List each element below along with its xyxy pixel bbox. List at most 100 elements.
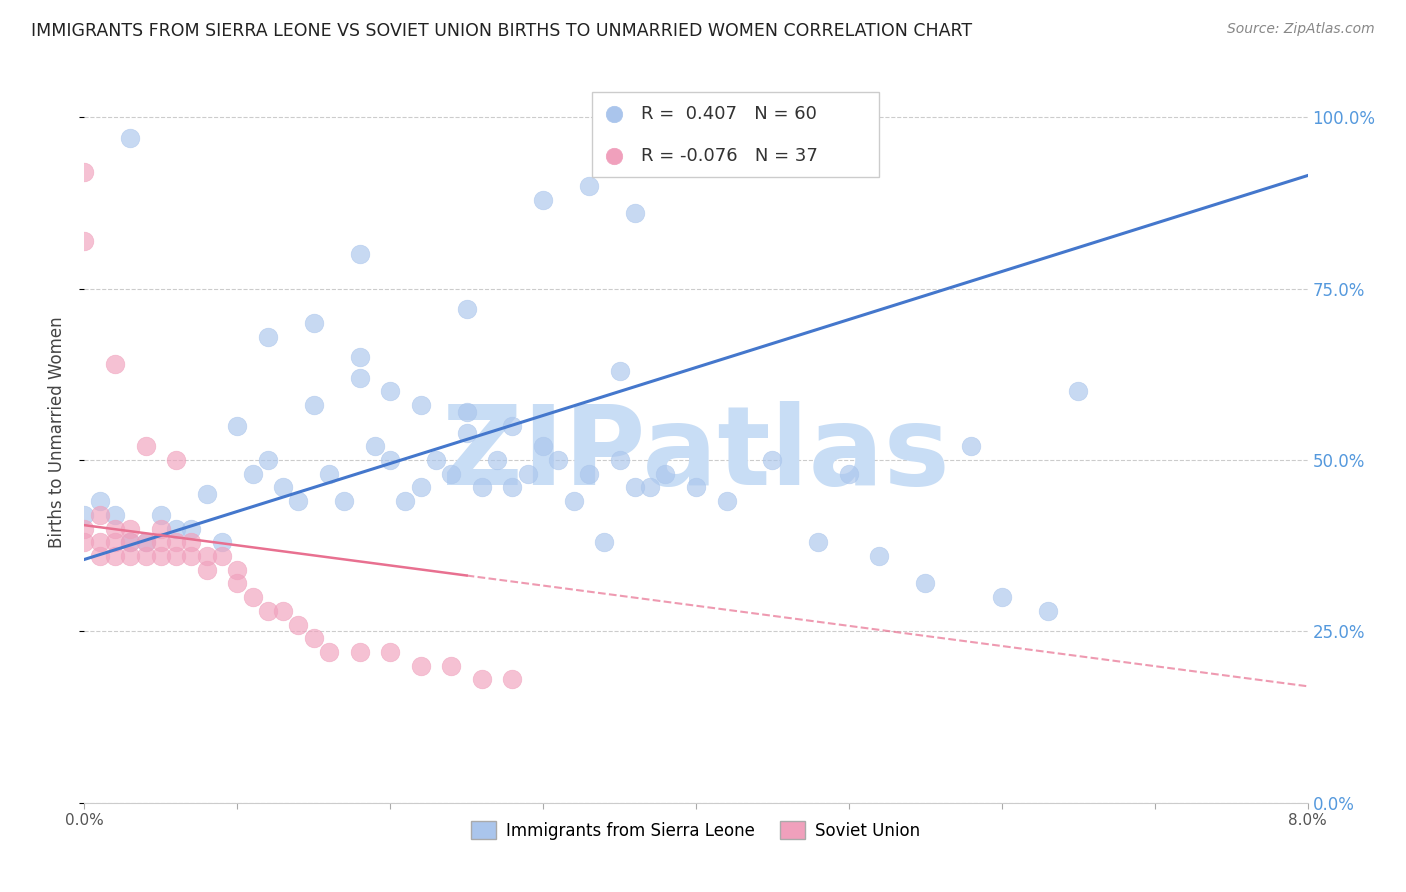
Point — [502, 480, 524, 494]
Point — [180, 522, 202, 536]
Point — [502, 673, 524, 687]
FancyBboxPatch shape — [592, 92, 880, 178]
Point — [211, 549, 233, 563]
Point — [761, 453, 783, 467]
Point — [578, 467, 600, 481]
Point — [380, 384, 402, 399]
Point — [624, 480, 647, 494]
Point — [624, 206, 647, 220]
Point — [349, 350, 371, 364]
Point — [638, 480, 661, 494]
Point — [104, 508, 127, 522]
Point — [165, 535, 187, 549]
Point — [89, 508, 111, 522]
Point — [349, 645, 371, 659]
Point — [73, 522, 96, 536]
Point — [73, 535, 96, 549]
Text: R = -0.076   N = 37: R = -0.076 N = 37 — [641, 147, 818, 165]
Point — [120, 549, 142, 563]
Point — [226, 418, 249, 433]
Point — [380, 453, 402, 467]
Point — [195, 563, 218, 577]
Point — [914, 576, 936, 591]
Point — [471, 673, 494, 687]
Point — [89, 549, 111, 563]
Point — [409, 658, 432, 673]
Point — [578, 178, 600, 193]
Point — [1036, 604, 1059, 618]
Y-axis label: Births to Unmarried Women: Births to Unmarried Women — [48, 317, 66, 549]
Point — [287, 494, 309, 508]
Point — [149, 508, 172, 522]
Point — [89, 494, 111, 508]
Point — [271, 604, 294, 618]
Point — [257, 453, 280, 467]
Point — [89, 535, 111, 549]
Point — [104, 357, 127, 371]
Point — [104, 522, 127, 536]
Point — [807, 535, 830, 549]
Point — [486, 453, 509, 467]
Point — [838, 467, 860, 481]
Point — [257, 604, 280, 618]
Point — [609, 453, 631, 467]
Point — [73, 508, 96, 522]
Point — [349, 371, 371, 385]
Point — [149, 549, 172, 563]
Point — [531, 193, 554, 207]
Point — [120, 535, 142, 549]
Point — [456, 405, 478, 419]
Point — [394, 494, 416, 508]
Point — [471, 480, 494, 494]
Point — [302, 632, 325, 646]
Point — [318, 645, 340, 659]
Point — [593, 535, 616, 549]
Point — [211, 535, 233, 549]
Point — [257, 329, 280, 343]
Point — [333, 494, 356, 508]
Point — [547, 453, 569, 467]
Text: R =  0.407   N = 60: R = 0.407 N = 60 — [641, 105, 817, 123]
Point — [120, 535, 142, 549]
Text: ZIPatlas: ZIPatlas — [441, 401, 950, 508]
Point — [120, 522, 142, 536]
Point — [516, 467, 538, 481]
Point — [869, 549, 891, 563]
Point — [73, 165, 96, 179]
Point — [195, 549, 218, 563]
Point — [456, 302, 478, 317]
Point — [562, 494, 585, 508]
Point — [302, 316, 325, 330]
Point — [135, 535, 157, 549]
Point — [242, 467, 264, 481]
Point — [531, 439, 554, 453]
Point — [456, 425, 478, 440]
Point — [425, 453, 447, 467]
Point — [502, 418, 524, 433]
Point — [180, 535, 202, 549]
Point — [149, 535, 172, 549]
Point — [104, 535, 127, 549]
Point — [226, 576, 249, 591]
Legend: Immigrants from Sierra Leone, Soviet Union: Immigrants from Sierra Leone, Soviet Uni… — [465, 814, 927, 847]
Point — [440, 658, 463, 673]
Point — [165, 453, 187, 467]
Point — [165, 549, 187, 563]
Point — [1067, 384, 1090, 399]
Point — [685, 480, 707, 494]
Point — [135, 549, 157, 563]
Point — [271, 480, 294, 494]
Text: Source: ZipAtlas.com: Source: ZipAtlas.com — [1227, 22, 1375, 37]
Point — [135, 535, 157, 549]
Point — [73, 234, 96, 248]
Point — [716, 494, 738, 508]
Point — [195, 487, 218, 501]
Point — [287, 617, 309, 632]
Point — [242, 590, 264, 604]
Point — [135, 439, 157, 453]
Point — [609, 364, 631, 378]
Text: IMMIGRANTS FROM SIERRA LEONE VS SOVIET UNION BIRTHS TO UNMARRIED WOMEN CORRELATI: IMMIGRANTS FROM SIERRA LEONE VS SOVIET U… — [31, 22, 972, 40]
Point — [165, 522, 187, 536]
Point — [226, 563, 249, 577]
Point — [180, 549, 202, 563]
